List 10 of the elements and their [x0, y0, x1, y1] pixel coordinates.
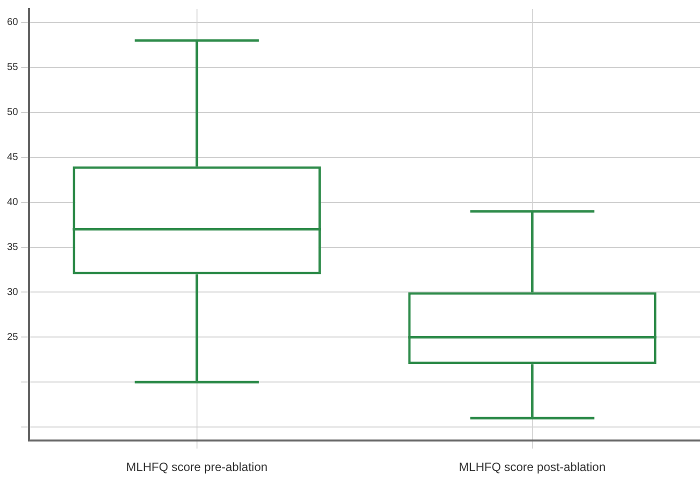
- y-tick-label: 40: [7, 197, 19, 208]
- y-tick-label: 35: [7, 242, 19, 254]
- y-tick-label: 25: [7, 332, 19, 343]
- x-tick-label: MLHFQ score post-ablation: [458, 460, 606, 474]
- y-tick-label: 55: [7, 62, 19, 74]
- y-tick-label: 30: [7, 286, 19, 298]
- y-tick-label: 60: [7, 17, 19, 28]
- y-tick-label: 45: [7, 152, 19, 164]
- y-tick-label: 50: [7, 107, 19, 118]
- x-tick-label: MLHFQ score pre-ablation: [126, 460, 268, 474]
